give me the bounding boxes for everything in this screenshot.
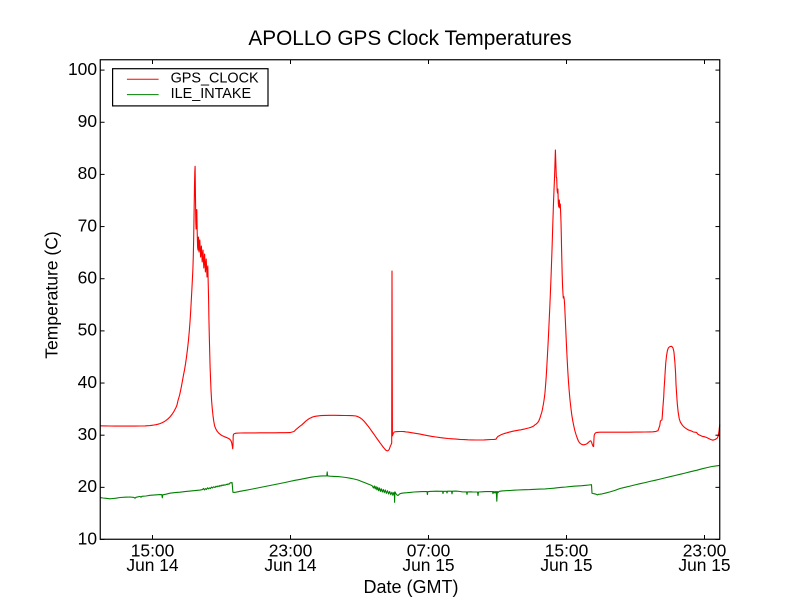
svg-text:40: 40 xyxy=(78,372,97,392)
svg-text:20: 20 xyxy=(78,476,97,496)
svg-text:Date (GMT): Date (GMT) xyxy=(363,577,458,597)
svg-text:70: 70 xyxy=(78,215,97,235)
svg-text:APOLLO GPS Clock Temperatures: APOLLO GPS Clock Temperatures xyxy=(248,27,571,50)
svg-text:Jun 15: Jun 15 xyxy=(678,555,730,575)
svg-text:15:00: 15:00 xyxy=(131,540,175,560)
svg-text:100: 100 xyxy=(68,59,97,79)
svg-text:10: 10 xyxy=(78,528,97,548)
svg-text:GPS_CLOCK: GPS_CLOCK xyxy=(171,71,259,87)
svg-text:Jun 15: Jun 15 xyxy=(540,555,592,575)
svg-text:23:00: 23:00 xyxy=(269,540,313,560)
svg-text:ILE_INTAKE: ILE_INTAKE xyxy=(171,86,252,102)
svg-text:80: 80 xyxy=(78,163,97,183)
svg-text:90: 90 xyxy=(78,111,97,131)
svg-text:30: 30 xyxy=(78,424,97,444)
svg-text:Jun 14: Jun 14 xyxy=(126,555,179,575)
svg-text:07:00: 07:00 xyxy=(407,540,451,560)
svg-text:Jun 14: Jun 14 xyxy=(264,555,317,575)
svg-text:60: 60 xyxy=(78,268,97,288)
svg-text:Jun 15: Jun 15 xyxy=(402,555,454,575)
svg-text:15:00: 15:00 xyxy=(545,540,589,560)
svg-text:Temperature (C): Temperature (C) xyxy=(42,231,62,358)
svg-text:50: 50 xyxy=(78,320,97,340)
svg-text:23:00: 23:00 xyxy=(683,540,727,560)
